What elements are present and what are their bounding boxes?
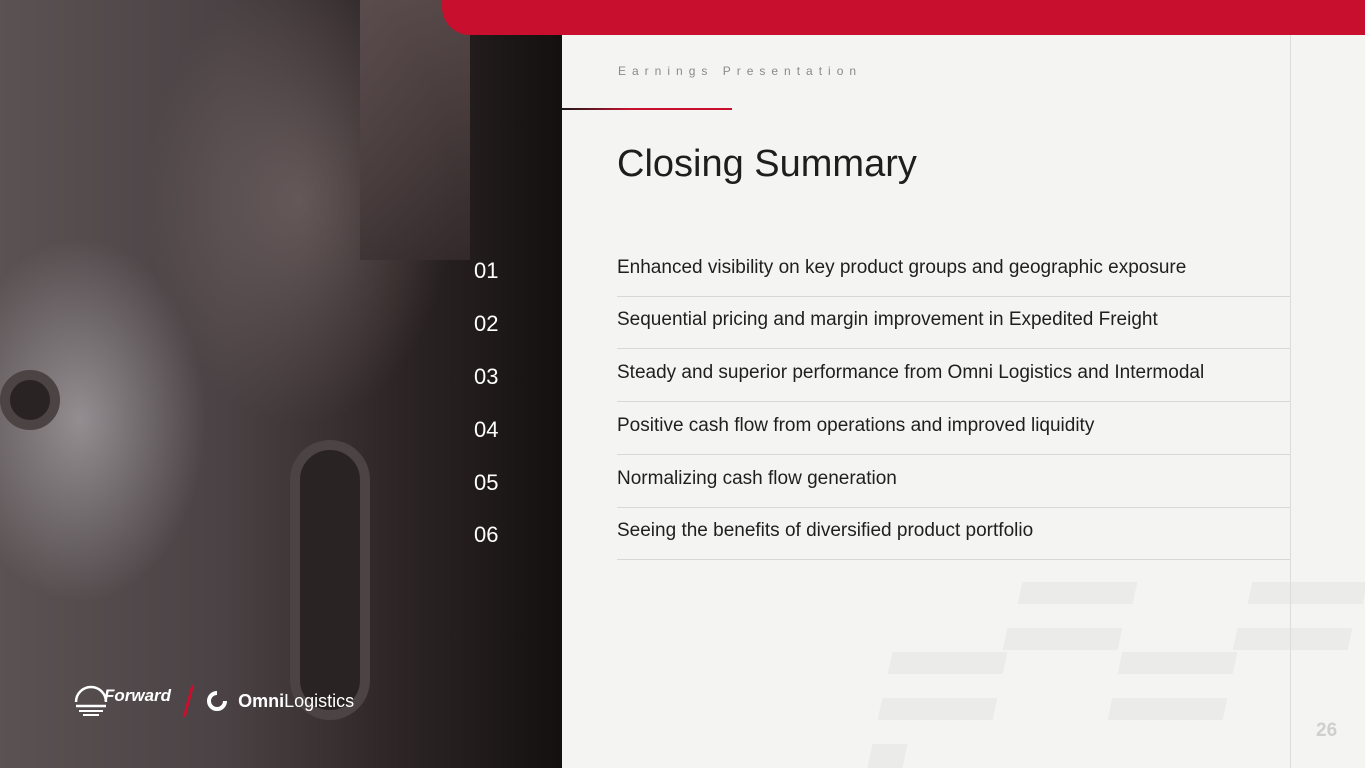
decor (1017, 582, 1138, 604)
decor (887, 652, 1008, 674)
decor (867, 744, 908, 768)
list-item: Seeing the benefits of diversified produ… (617, 508, 1290, 560)
decor (877, 698, 998, 720)
item-number: 02 (474, 311, 499, 336)
item-text: Enhanced visibility on key product group… (617, 257, 1187, 278)
truck-photo (0, 0, 562, 768)
presentation-subtitle: Earnings Presentation (618, 64, 863, 78)
item-number: 03 (474, 364, 499, 389)
item-text: Sequential pricing and margin improvemen… (617, 309, 1158, 330)
list-item: Steady and superior performance from Omn… (617, 350, 1290, 402)
company-logos: Forward OmniLogistics (74, 684, 354, 718)
item-number: 04 (474, 417, 499, 442)
logo-separator (182, 685, 195, 717)
forward-logo-text: Forward (104, 686, 172, 705)
list-item: Positive cash flow from operations and i… (617, 403, 1290, 455)
accent-line (562, 108, 732, 110)
item-text: Seeing the benefits of diversified produ… (617, 520, 1034, 541)
item-number: 01 (474, 258, 499, 283)
decor (1247, 582, 1365, 604)
divider (1290, 35, 1291, 768)
decor (1117, 652, 1238, 674)
page-number: 26 (1316, 720, 1338, 741)
trailer-graphic (360, 0, 470, 260)
omni-bold: Omni (238, 690, 285, 711)
omni-light: Logistics (284, 690, 355, 711)
forward-logo-icon (74, 685, 108, 716)
list-item: Enhanced visibility on key product group… (617, 245, 1290, 297)
item-number: 05 (474, 470, 499, 495)
top-accent-bar (442, 0, 1365, 35)
decor (1002, 628, 1123, 650)
wheel (290, 440, 370, 720)
list-item: Sequential pricing and margin improvemen… (617, 297, 1290, 349)
decor (1232, 628, 1353, 650)
item-text: Normalizing cash flow generation (617, 468, 897, 489)
item-text: Steady and superior performance from Omn… (617, 362, 1205, 383)
list-item: Normalizing cash flow generation (617, 456, 1290, 508)
item-number: 06 (474, 522, 499, 547)
page-title: Closing Summary (617, 143, 917, 185)
headlight (0, 370, 60, 430)
omni-logo-text: OmniLogistics (238, 691, 354, 712)
decor (1107, 698, 1228, 720)
item-text: Positive cash flow from operations and i… (617, 415, 1095, 436)
omni-logo-icon (207, 691, 228, 711)
